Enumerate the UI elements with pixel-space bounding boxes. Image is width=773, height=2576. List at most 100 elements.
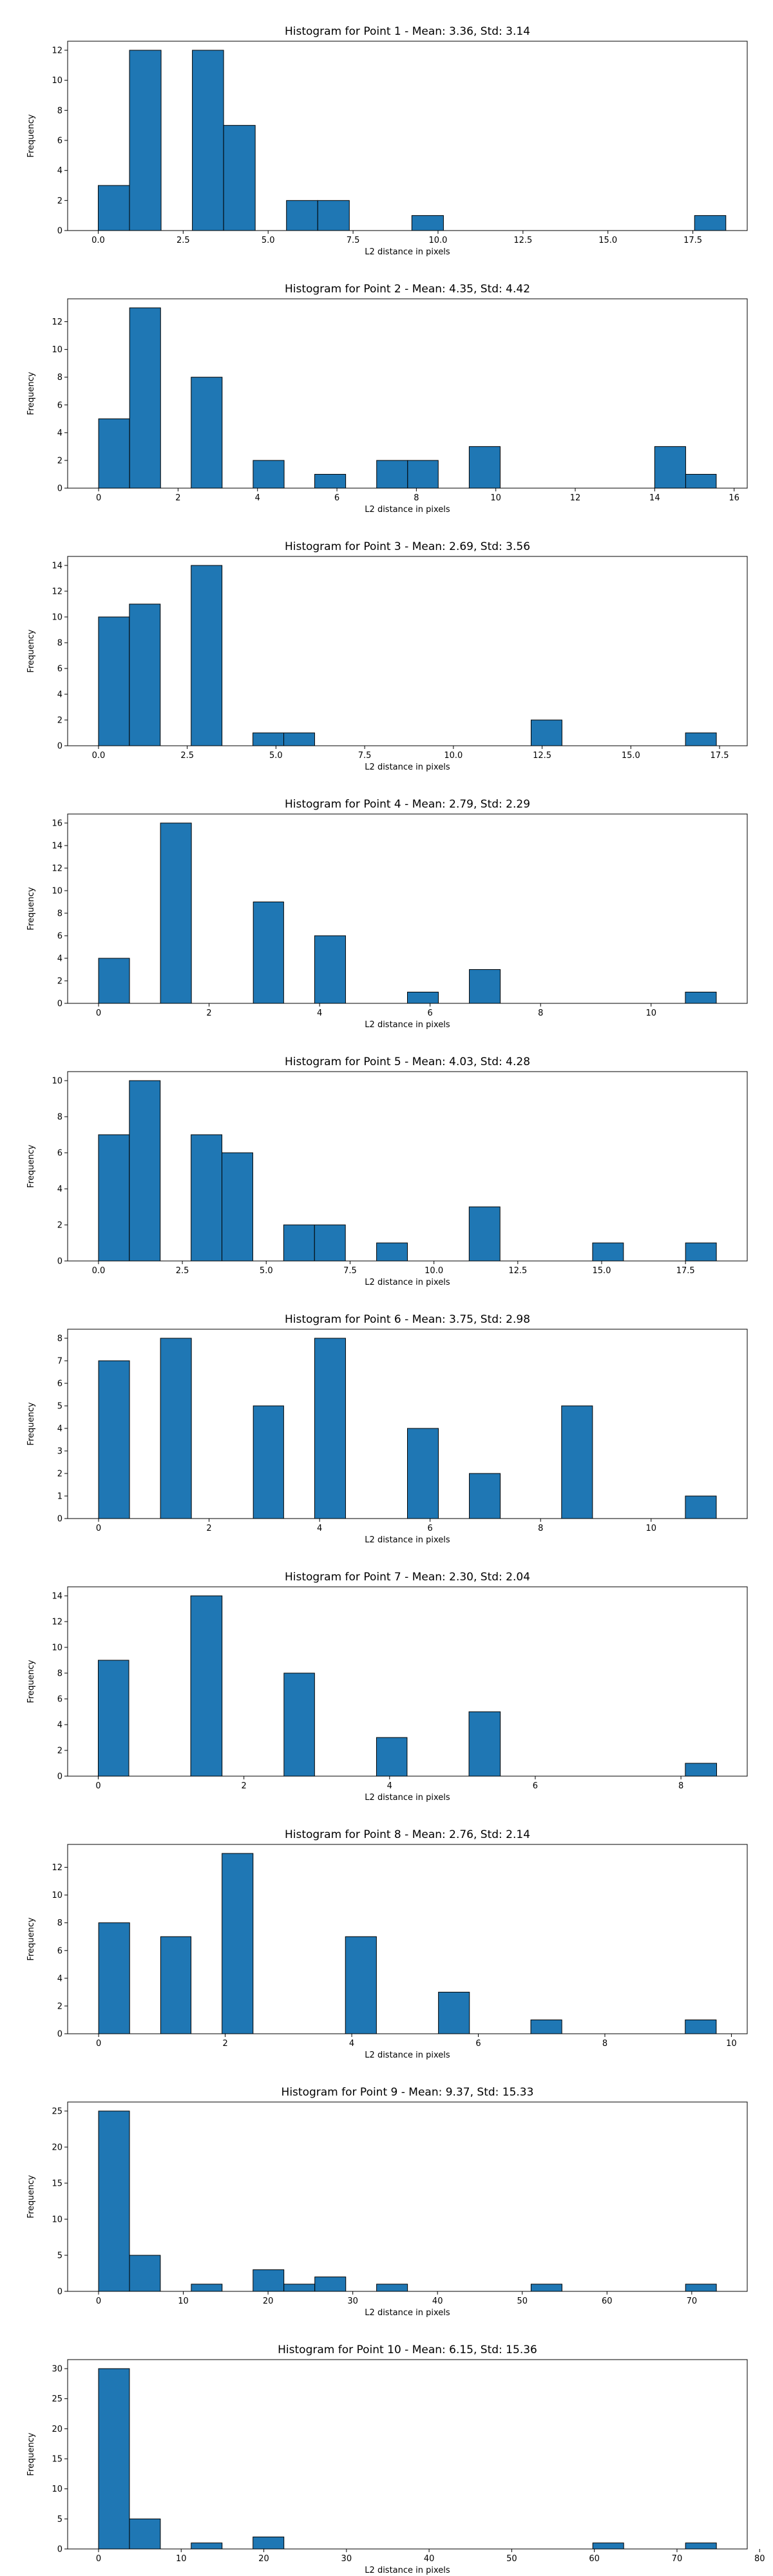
histogram-bar xyxy=(129,2518,161,2550)
histogram-bar xyxy=(314,935,346,1004)
y-axis-label: Frequency xyxy=(26,2175,36,2218)
y-tick-label: 6 xyxy=(57,665,62,674)
histogram-panel-2: Histogram for Point 2 - Mean: 4.35, Std:… xyxy=(26,283,748,515)
x-tick-label: 12.5 xyxy=(513,236,532,245)
histogram-bar xyxy=(98,958,130,1004)
histogram-bar xyxy=(253,732,285,746)
chart-title: Histogram for Point 7 - Mean: 2.30, Std:… xyxy=(285,1571,530,1584)
histogram-bar xyxy=(376,2284,408,2292)
y-tick-label: 2 xyxy=(57,456,62,466)
x-axis-label: L2 distance in pixels xyxy=(365,1020,450,1030)
x-tick-label: 6 xyxy=(533,1781,538,1791)
histogram-bar xyxy=(283,732,315,746)
x-tick-label: 40 xyxy=(424,2554,435,2564)
y-tick-label: 5 xyxy=(57,1402,62,1412)
y-tick-label: 6 xyxy=(57,932,62,942)
histogram-bar xyxy=(283,1672,315,1777)
x-tick-label: 6 xyxy=(428,1524,433,1533)
chart-title: Histogram for Point 5 - Mean: 4.03, Std:… xyxy=(285,1056,530,1068)
x-tick-label: 50 xyxy=(506,2554,517,2564)
x-axis-label: L2 distance in pixels xyxy=(365,762,450,772)
y-tick-label: 14 xyxy=(52,1592,62,1602)
x-tick-label: 70 xyxy=(687,2297,698,2306)
x-tick-label: 16 xyxy=(729,493,740,503)
y-axis-label: Frequency xyxy=(26,1402,36,1445)
histogram-bar xyxy=(190,1595,223,1777)
y-tick-label: 4 xyxy=(57,1721,62,1730)
x-tick-label: 17.5 xyxy=(711,751,729,761)
y-tick-label: 1 xyxy=(57,1492,62,1502)
x-tick-label: 7.5 xyxy=(343,1266,357,1276)
histogram-bar xyxy=(98,1922,130,2034)
y-axis-label: Frequency xyxy=(26,1144,36,1188)
x-tick-label: 20 xyxy=(258,2554,269,2564)
y-tick-label: 14 xyxy=(52,562,62,571)
x-tick-label: 60 xyxy=(589,2554,600,2564)
y-tick-label: 10 xyxy=(52,345,62,355)
y-tick-label: 5 xyxy=(57,2251,62,2261)
histogram-panel-8: Histogram for Point 8 - Mean: 2.76, Std:… xyxy=(26,1828,748,2060)
y-axis-label: Frequency xyxy=(26,2432,36,2476)
histogram-bar xyxy=(407,1428,439,1519)
y-tick-label: 15 xyxy=(52,2455,62,2465)
histogram-bar xyxy=(191,377,223,489)
y-tick-label: 8 xyxy=(57,1918,62,1928)
histogram-bar xyxy=(407,992,439,1004)
y-tick-label: 8 xyxy=(57,909,62,919)
histogram-bar xyxy=(685,732,717,746)
y-axis-label: Frequency xyxy=(26,887,36,930)
histogram-bar xyxy=(129,603,161,746)
y-axis-label: Frequency xyxy=(26,1660,36,1703)
histogram-bar xyxy=(468,446,501,489)
y-tick-label: 4 xyxy=(57,1425,62,1434)
y-tick-label: 10 xyxy=(52,2215,62,2225)
y-tick-label: 6 xyxy=(57,1379,62,1389)
histogram-bar xyxy=(685,1495,717,1519)
histogram-bar xyxy=(97,1660,129,1777)
x-tick-label: 0 xyxy=(96,2554,101,2564)
y-tick-label: 4 xyxy=(57,428,62,438)
histogram-bar xyxy=(98,2110,130,2292)
histogram-bar xyxy=(98,616,130,746)
x-tick-label: 17.5 xyxy=(683,236,702,245)
chart-title: Histogram for Point 10 - Mean: 6.15, Std… xyxy=(278,2344,537,2356)
x-tick-label: 14 xyxy=(649,493,660,503)
x-tick-label: 2 xyxy=(206,1524,211,1533)
x-axis-label: L2 distance in pixels xyxy=(365,1278,450,1287)
histogram-bar xyxy=(222,1152,253,1262)
y-tick-label: 4 xyxy=(57,1185,62,1195)
x-tick-label: 5.0 xyxy=(262,236,275,245)
y-tick-label: 4 xyxy=(57,690,62,700)
histogram-bar xyxy=(191,2543,223,2550)
y-tick-label: 0 xyxy=(57,1772,62,1782)
x-tick-label: 0.0 xyxy=(92,1266,106,1276)
chart-title: Histogram for Point 1 - Mean: 3.36, Std:… xyxy=(285,25,530,38)
histogram-bar xyxy=(98,2368,130,2550)
histogram-bar xyxy=(314,1224,346,1262)
y-tick-label: 12 xyxy=(52,864,62,874)
chart-title: Histogram for Point 4 - Mean: 2.79, Std:… xyxy=(285,798,530,811)
y-tick-label: 10 xyxy=(52,887,62,896)
y-tick-label: 6 xyxy=(57,1695,62,1705)
x-tick-label: 50 xyxy=(517,2297,528,2306)
histogram-bar xyxy=(654,446,686,489)
x-tick-label: 2 xyxy=(175,493,180,503)
x-tick-label: 5.0 xyxy=(260,1266,273,1276)
x-tick-label: 30 xyxy=(347,2297,358,2306)
histogram-bar xyxy=(191,1134,223,1262)
y-tick-label: 12 xyxy=(52,1863,62,1873)
x-tick-label: 8 xyxy=(538,1009,543,1018)
histogram-bar xyxy=(129,50,162,231)
histogram-bar xyxy=(376,1737,408,1777)
histogram-bar xyxy=(469,1473,501,1519)
histogram-bar xyxy=(561,1405,593,1519)
x-axis-label: L2 distance in pixels xyxy=(365,1793,450,1803)
x-tick-label: 17.5 xyxy=(676,1266,695,1276)
plot-frame xyxy=(67,2359,748,2550)
y-tick-label: 16 xyxy=(52,819,62,829)
x-tick-label: 2 xyxy=(222,2039,227,2049)
histogram-bar xyxy=(685,2019,717,2034)
histogram-bar xyxy=(530,2284,562,2292)
histogram-bar xyxy=(345,1936,377,2034)
